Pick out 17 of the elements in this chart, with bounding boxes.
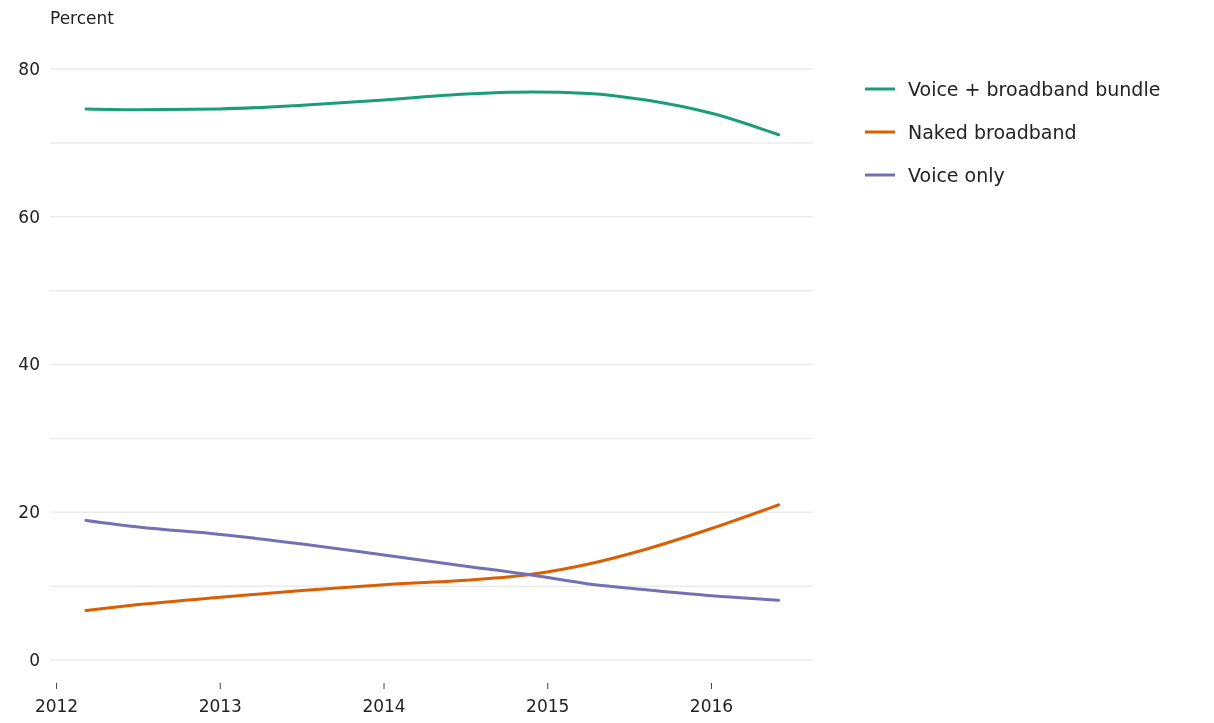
x-tick-label: 2014 xyxy=(362,696,406,716)
y-tick-label: 80 xyxy=(18,58,40,79)
line-series xyxy=(84,503,781,612)
y-tick-label: 60 xyxy=(18,206,40,227)
x-tick-label: 2016 xyxy=(689,696,734,716)
line-series xyxy=(84,518,781,602)
y-tick-label: 0 xyxy=(29,649,40,670)
legend-label: Voice only xyxy=(908,163,1005,186)
x-tick-label: 2012 xyxy=(34,696,79,716)
x-tick-label: 2015 xyxy=(526,696,570,716)
legend-label: Voice + broadband bundle xyxy=(908,77,1161,100)
line-series xyxy=(84,90,781,137)
y-tick-label: 40 xyxy=(18,354,40,375)
y-tick-label: 20 xyxy=(18,502,40,523)
legend-label: Naked broadband xyxy=(908,120,1077,143)
x-tick-label: 2013 xyxy=(198,696,242,716)
y-axis-title: Percent xyxy=(50,8,115,28)
